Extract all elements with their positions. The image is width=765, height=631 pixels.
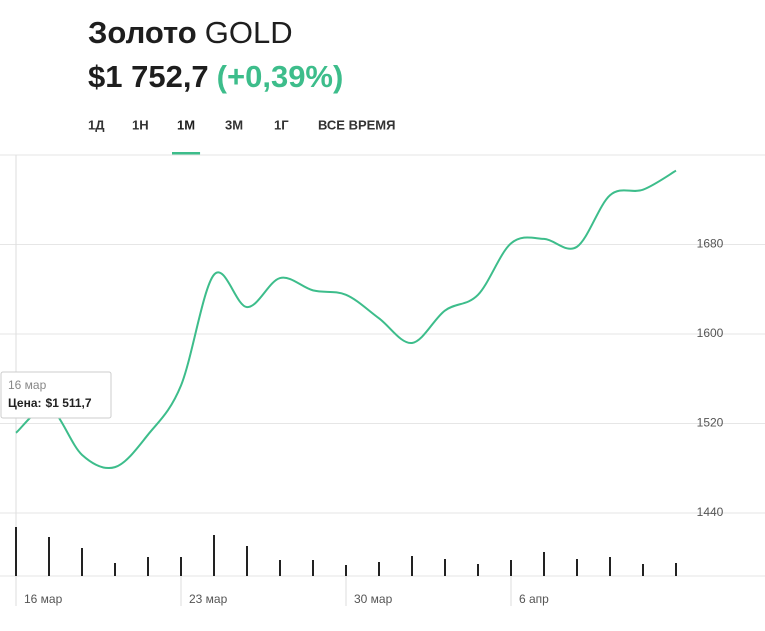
- title: Золото GOLD: [88, 15, 293, 50]
- tab[interactable]: 1Г: [274, 117, 289, 132]
- volume-bar: [378, 562, 380, 576]
- volume-bar: [279, 560, 281, 576]
- tab[interactable]: 1Н: [132, 117, 149, 132]
- tooltip-value: Цена: $1 511,7: [8, 396, 92, 410]
- tabs: 1Д 1Н 1М 3М 1Г ВСЕ ВРЕМЯ: [88, 117, 395, 155]
- tooltip-date: 16 мар: [8, 378, 47, 392]
- ticker: GOLD: [205, 15, 293, 50]
- y-tick-label: 1440: [697, 505, 724, 519]
- tooltip: 16 мар Цена: $1 511,7: [0, 371, 112, 419]
- tab[interactable]: 1Д: [88, 117, 105, 132]
- x-tick-label: 16 мар: [24, 592, 63, 606]
- volume-bar: [510, 560, 512, 576]
- volume-bar: [180, 557, 182, 576]
- volume-bar: [15, 527, 17, 576]
- volume-bar: [48, 537, 50, 576]
- volume-bar: [675, 563, 677, 576]
- volume-bar: [213, 535, 215, 576]
- plot: 1440 1520 1600 1680 16 мар 23 мар 30 мар 6 апр 1…: [0, 154, 765, 606]
- tooltip-label: Цена:: [8, 396, 42, 410]
- x-tick-label: 30 мар: [354, 592, 393, 606]
- tab-underline: [172, 152, 201, 155]
- volume-bar: [147, 557, 149, 576]
- volume-bar: [576, 559, 578, 576]
- price: $1 752,7: [88, 59, 209, 94]
- volume-bar: [411, 556, 413, 576]
- tab[interactable]: ВСЕ ВРЕМЯ: [318, 117, 395, 132]
- volume-bar: [114, 563, 116, 576]
- price-line: [15, 169, 677, 470]
- volume-bar: [444, 559, 446, 576]
- volume-bar: [312, 560, 314, 576]
- x-tick-label: 23 мар: [189, 592, 228, 606]
- y-tick-label: 1680: [697, 237, 724, 251]
- volume-bar: [609, 557, 611, 576]
- x-tick-label: 6 апр: [519, 592, 549, 606]
- tooltip-box: [0, 371, 112, 419]
- y-tick-label: 1520: [697, 416, 724, 430]
- price-line: $1 752,7 (+0,39%): [88, 59, 343, 94]
- tab[interactable]: 1М: [177, 117, 195, 132]
- change: (+0,39%): [217, 59, 344, 94]
- volume-bar: [477, 564, 479, 576]
- volume-bar: [81, 548, 83, 576]
- volume-bar: [246, 546, 248, 576]
- tooltip-price: $1 511,7: [46, 396, 92, 410]
- y-tick-label: 1600: [697, 326, 724, 340]
- tab[interactable]: 3М: [225, 117, 243, 132]
- title-name: Золото: [88, 15, 197, 50]
- volume-bar: [642, 564, 644, 576]
- volume-bar: [345, 565, 347, 576]
- volume-bar: [543, 552, 545, 576]
